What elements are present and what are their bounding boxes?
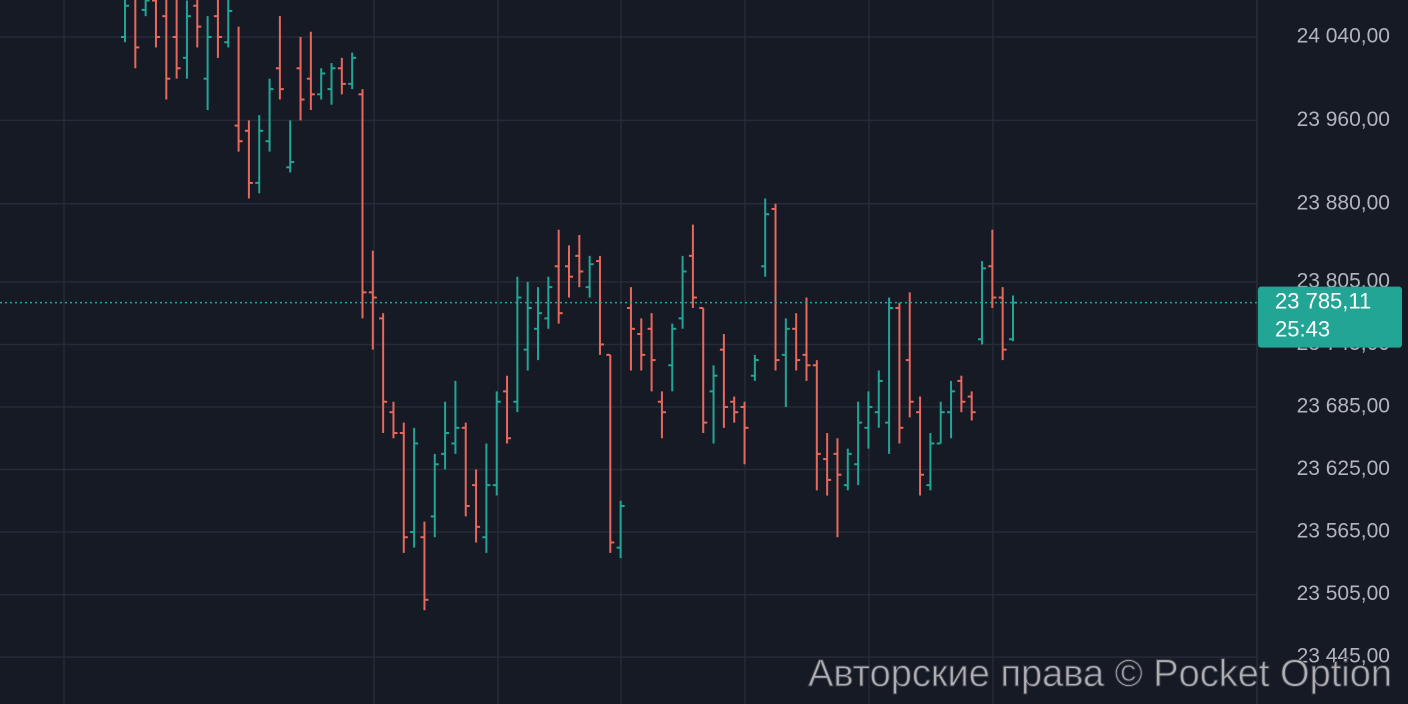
- price-label: 23 785,11: [1275, 288, 1371, 313]
- vertical-grid: [63, 0, 994, 704]
- y-tick-label: 23 565,00: [1297, 520, 1390, 543]
- y-tick-label: 24 040,00: [1297, 25, 1390, 48]
- bars: [121, 0, 1017, 611]
- price-label-box: [1258, 286, 1402, 348]
- y-tick-label: 23 880,00: [1297, 191, 1390, 214]
- watermark: Авторские права © Pocket Option: [808, 653, 1392, 695]
- y-tick-label: 23 625,00: [1297, 457, 1390, 480]
- y-tick-label: 23 685,00: [1297, 395, 1390, 418]
- y-tick-label: 23 960,00: [1297, 108, 1390, 131]
- y-tick-label: 23 505,00: [1297, 582, 1390, 605]
- timer-label: 25:43: [1275, 316, 1330, 341]
- y-tick-label: 23 445,00: [1297, 645, 1390, 668]
